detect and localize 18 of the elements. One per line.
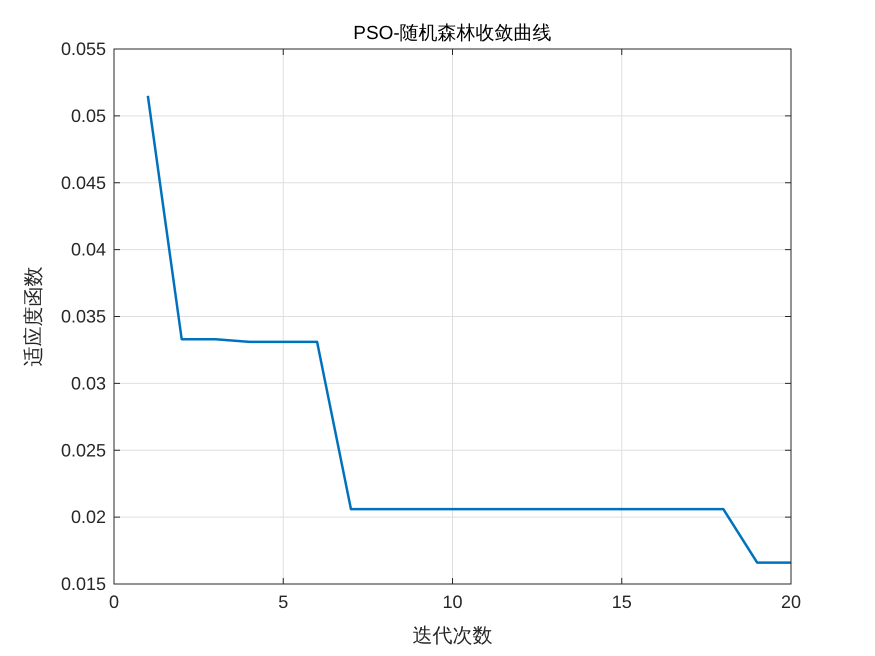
y-tick-label: 0.04 <box>70 240 106 260</box>
y-tick-label: 0.025 <box>60 440 106 460</box>
y-tick-label: 0.02 <box>70 507 106 528</box>
line-series <box>146 94 792 564</box>
y-tick-label: 0.015 <box>60 574 106 594</box>
y-tick-label: 0.035 <box>60 306 106 326</box>
x-tick-label: 15 <box>612 592 632 612</box>
y-axis-title: 适应度函数 <box>23 266 45 366</box>
x-tick-label: 5 <box>278 592 288 612</box>
y-tick-label: 0.045 <box>60 172 106 193</box>
y-tick-label: 0.05 <box>70 106 106 126</box>
x-axis-title: 迭代次数 <box>412 625 492 647</box>
y-tick-label: 0.055 <box>60 39 106 59</box>
chart-title: PSO-随机森林收敛曲线 <box>353 23 552 44</box>
x-tick-label: 0 <box>108 592 120 612</box>
x-tick-label: 20 <box>780 592 802 612</box>
y-tick-label: 0.03 <box>70 373 106 394</box>
x-tick-label: 10 <box>442 592 463 612</box>
